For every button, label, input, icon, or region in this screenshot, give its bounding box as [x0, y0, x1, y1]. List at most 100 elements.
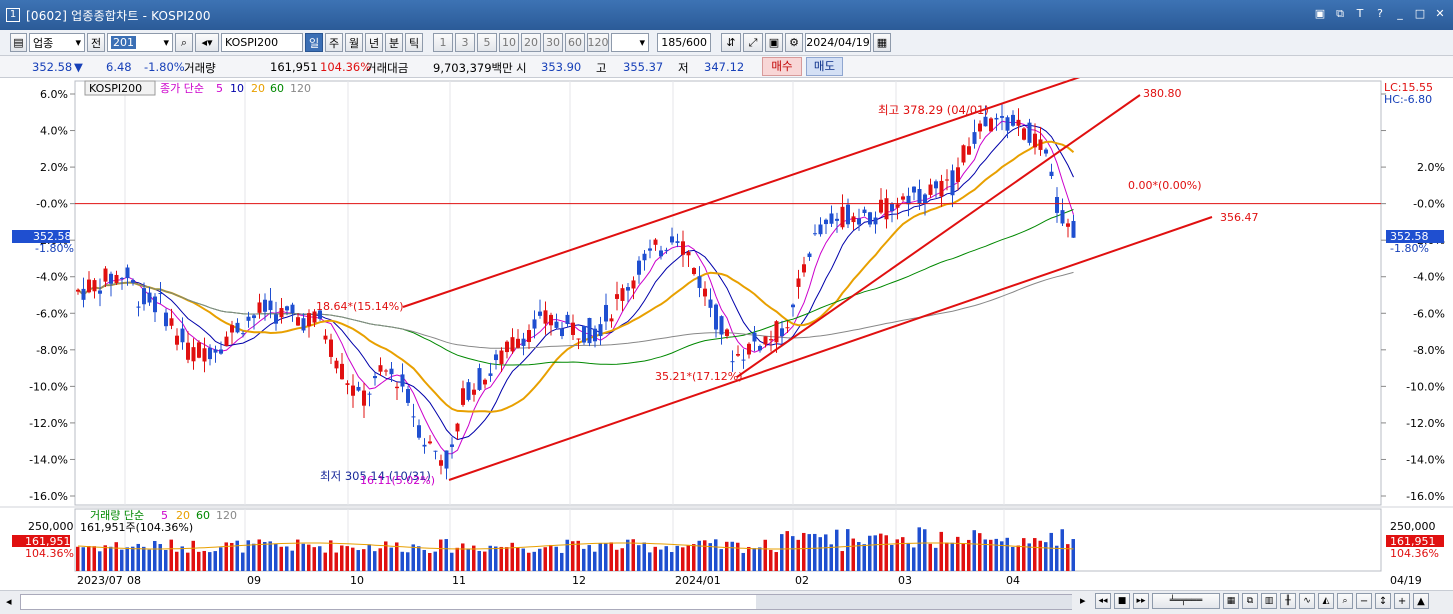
period-month[interactable]: 월 [345, 33, 363, 52]
grid-view-icon[interactable]: ▦ [1223, 593, 1239, 609]
candle-body [686, 251, 691, 256]
maximize-icon[interactable]: □ [1414, 7, 1426, 20]
volume-bar [417, 546, 421, 571]
candle-body [428, 441, 432, 444]
price-chart-svg[interactable]: KOSPI200 종가 단순 5 10 20 60 120 최고 378.29 … [0, 76, 1453, 590]
close-icon[interactable]: ✕ [1435, 7, 1445, 20]
candle-body [1049, 171, 1054, 177]
date-field[interactable]: 2024/04/19 [805, 33, 871, 52]
calendar-icon[interactable]: ▦ [873, 33, 891, 52]
candle-body [681, 241, 685, 255]
time-axis: 2023/07 08 09 10 11 12 2024/01 02 03 04 [77, 574, 1020, 587]
interval-3[interactable]: 3 [455, 33, 475, 52]
lower-channel-line[interactable] [448, 216, 1213, 481]
volume-bar [785, 531, 789, 571]
line-view-icon[interactable]: ∿ [1299, 593, 1315, 609]
interval-1[interactable]: 1 [433, 33, 453, 52]
interval-10[interactable]: 10 [499, 33, 519, 52]
zoom-in-icon[interactable]: + [1394, 593, 1410, 609]
candle-body [494, 354, 498, 361]
interval-5[interactable]: 5 [477, 33, 497, 52]
moving-average-line [77, 271, 1074, 349]
candle-body [807, 253, 812, 258]
period-day[interactable]: 일 [305, 33, 323, 52]
volume-left-ratio: 104.36% [25, 547, 74, 560]
volume-bar [972, 530, 976, 571]
interval-30[interactable]: 30 [543, 33, 563, 52]
period-tick[interactable]: 틱 [405, 33, 423, 52]
copy-window-icon[interactable]: ⧉ [1336, 7, 1344, 20]
interval-60[interactable]: 60 [565, 33, 585, 52]
chart-toolbar: ▤ 업종 ▾ 전 201 ▾ ⌕ ◂▾ KOSPI200 일 주 월 년 분 틱 1… [0, 30, 1453, 56]
sell-button[interactable]: 매도 [806, 57, 843, 76]
trading-value-label: 거래대금 [366, 61, 409, 75]
search-icon[interactable]: ⌕ [175, 33, 193, 52]
volume-bar [142, 546, 146, 571]
compare-icon[interactable]: ⤢ [743, 33, 763, 52]
window-number-badge: 1 [6, 8, 20, 22]
prev-button[interactable]: 전 [87, 33, 105, 52]
volume-bar [741, 552, 745, 571]
candle-body [1000, 116, 1004, 118]
volume-bar [890, 544, 894, 571]
interval-120[interactable]: 120 [587, 33, 609, 52]
candle-body [840, 206, 845, 228]
scroll-thumb[interactable] [756, 595, 1072, 609]
bar-view-icon[interactable]: ▥ [1261, 593, 1277, 609]
speed-slider[interactable]: ╧═╤═══ [1152, 593, 1220, 609]
candle-body [928, 184, 933, 195]
count-field[interactable]: 185/600 [657, 33, 711, 52]
volume-bar [516, 547, 520, 571]
market-type-select[interactable]: 업종 ▾ [29, 33, 85, 52]
rising-support-line[interactable] [736, 94, 1141, 378]
index-name-field[interactable]: KOSPI200 [221, 33, 303, 52]
speaker-icon[interactable]: ◂▾ [195, 33, 219, 52]
scroll-left-icon[interactable]: ◂ [6, 595, 12, 608]
period-year[interactable]: 년 [365, 33, 383, 52]
scroll-right-icon[interactable]: ▸ [1080, 594, 1086, 607]
candle-body [719, 316, 724, 335]
help-icon[interactable]: ? [1377, 7, 1383, 20]
forward-icon[interactable]: ▸▸ [1133, 593, 1149, 609]
volume-bar [76, 546, 80, 571]
font-icon[interactable]: T [1356, 7, 1364, 20]
scroll-up-icon[interactable]: ▲ [1413, 593, 1429, 609]
area-view-icon[interactable]: ◭ [1318, 593, 1334, 609]
layout-icon[interactable]: ▣ [1314, 7, 1326, 20]
chart-menu-icon[interactable]: ▤ [10, 33, 27, 52]
volume-bar [175, 551, 179, 571]
code-input[interactable]: 201 ▾ [107, 33, 173, 52]
candle-body [389, 368, 394, 375]
compare-view-icon[interactable]: ⧉ [1242, 593, 1258, 609]
candle-body [901, 196, 905, 200]
candle-body [505, 341, 509, 353]
candle-body [290, 304, 295, 314]
stop-icon[interactable]: ■ [1114, 593, 1130, 609]
volume-bar [989, 539, 993, 571]
volume-bar [103, 545, 107, 571]
period-minute[interactable]: 분 [385, 33, 403, 52]
volume-bar [422, 549, 426, 571]
candle-body [120, 277, 124, 279]
minimize-icon[interactable]: _ [1397, 7, 1403, 20]
zoom-reset-icon[interactable]: ↕ [1375, 593, 1391, 609]
candle-view-icon[interactable]: ╫ [1280, 593, 1296, 609]
scroll-track[interactable] [20, 594, 1072, 610]
period-week[interactable]: 주 [325, 33, 343, 52]
candle-body [224, 336, 229, 347]
volume-bar [835, 529, 839, 571]
candle-body [114, 274, 119, 284]
chart-area[interactable]: KOSPI200 종가 단순 5 10 20 60 120 최고 378.29 … [0, 76, 1453, 590]
buy-button[interactable]: 매수 [762, 57, 802, 76]
gear-icon[interactable]: ⚙ [785, 33, 803, 52]
magnify-icon[interactable]: ⌕ [1337, 593, 1353, 609]
volume-right-ratio: 104.36% [1390, 547, 1439, 560]
zoom-out-icon[interactable]: − [1356, 593, 1372, 609]
interval-20[interactable]: 20 [521, 33, 541, 52]
upper-channel-line[interactable] [402, 76, 1081, 308]
rewind-icon[interactable]: ◂◂ [1095, 593, 1111, 609]
right-axis-tick: -12.0% [1406, 417, 1445, 430]
save-icon[interactable]: ▣ [765, 33, 783, 52]
interval-select[interactable]: ▾ [611, 33, 649, 52]
zoom-icon[interactable]: ⇵ [721, 33, 741, 52]
